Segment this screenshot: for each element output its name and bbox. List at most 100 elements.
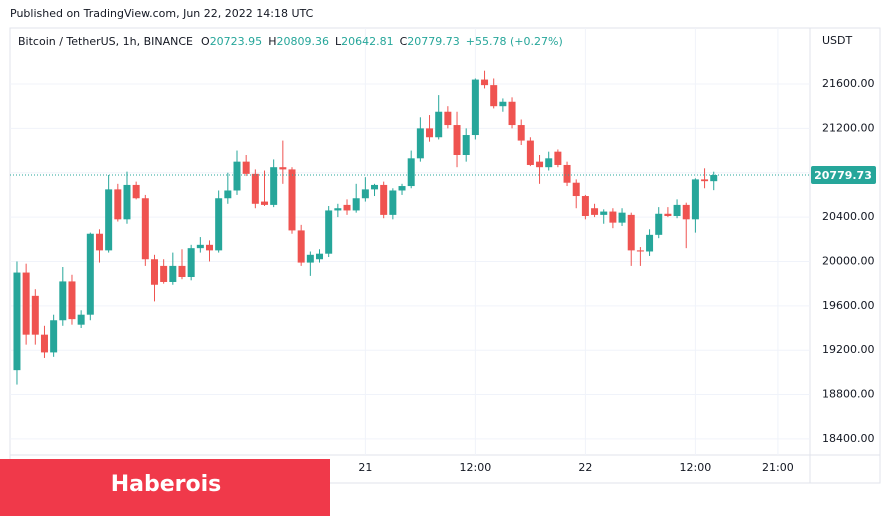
candle-body [691, 179, 699, 220]
candle-body [59, 281, 67, 321]
candle-body [462, 135, 470, 155]
header: Bitcoin / TetherUS, 1h, BINANCE O20723.95… [18, 35, 563, 48]
open-value: 20723.95 [210, 35, 263, 48]
candle-body [114, 189, 122, 220]
candle-body [701, 179, 709, 182]
candle-body [646, 234, 654, 252]
candle-body [682, 204, 690, 220]
candle-body [261, 201, 269, 205]
candle-body [499, 101, 507, 107]
candle-body [224, 190, 232, 199]
candle-body [481, 79, 489, 86]
candle-body [233, 161, 241, 191]
candle-body [352, 198, 360, 211]
candle-body [325, 210, 333, 254]
candle-body [416, 128, 424, 159]
candle-body [389, 190, 397, 215]
ohlc-letter: L [335, 35, 342, 48]
y-tick-label: 19600.00 [822, 299, 875, 312]
y-tick-label: 20000.00 [822, 254, 875, 267]
high-value: 20809.36 [276, 35, 329, 48]
y-tick-label: 19200.00 [822, 343, 875, 356]
banner [0, 459, 330, 516]
candle-body [288, 169, 296, 231]
x-tick-label: 21 [358, 461, 372, 474]
change-value: +55.78 (+0.27%) [466, 35, 563, 48]
candle-body [31, 295, 39, 335]
candle-body [664, 213, 672, 216]
candle-body [508, 101, 516, 126]
candle-body [242, 161, 250, 174]
candle-body [141, 198, 149, 260]
candle-body [563, 164, 571, 183]
candle-body [196, 244, 204, 249]
candle-body [334, 208, 342, 211]
candle-body [490, 85, 498, 107]
last-price-box [811, 165, 876, 184]
candle-body [22, 272, 30, 335]
candle-body [517, 125, 525, 141]
candle-body [536, 161, 544, 168]
candle-body [435, 111, 443, 138]
candles [10, 70, 810, 385]
candle-body [13, 272, 21, 371]
ohlc-letter: O [201, 35, 210, 48]
x-tick-label: 12:00 [460, 461, 492, 474]
candle-body [554, 151, 562, 165]
candle-body [150, 259, 158, 285]
candle-body [215, 198, 223, 251]
last-price-label: 20779.73 [814, 169, 872, 182]
candle-body [710, 174, 718, 182]
candle-body [169, 265, 177, 282]
x-tick-label: 12:00 [680, 461, 712, 474]
symbol-title: Bitcoin / TetherUS, 1h, BINANCE [18, 35, 193, 48]
candle-body [655, 213, 663, 235]
candle-body [444, 111, 452, 126]
y-tick-label: 20400.00 [822, 210, 875, 223]
y-tick-label: 18400.00 [822, 432, 875, 445]
y-axis-label: USDT [822, 34, 853, 47]
candle-body [426, 128, 434, 138]
candle-body [618, 212, 626, 223]
candle-body [371, 184, 379, 190]
candle-body [673, 204, 681, 216]
candle-body [636, 250, 644, 252]
candle-body [545, 158, 553, 168]
candle-body [591, 208, 599, 215]
candle-body [609, 211, 617, 223]
candle-body [343, 204, 351, 211]
candle-body [68, 281, 76, 320]
candle-body [105, 189, 113, 251]
candle-body [297, 230, 305, 263]
candle-body [205, 244, 213, 251]
candle-body [316, 253, 324, 260]
candle-body [178, 265, 186, 277]
candle-body [77, 314, 85, 325]
candle-body [270, 167, 278, 205]
ohlc-letter: H [268, 35, 276, 48]
candle-body [572, 182, 580, 197]
candle-body [407, 158, 415, 187]
candle-body [251, 173, 259, 204]
candle-body [306, 254, 314, 263]
ohlc-letter: C [400, 35, 408, 48]
candle-body [86, 233, 94, 315]
candle-body [526, 140, 534, 165]
y-tick-label: 18800.00 [822, 388, 875, 401]
candle-body [279, 167, 287, 170]
candle-body [600, 211, 608, 215]
x-tick-label: 21:00 [762, 461, 794, 474]
close-value: 20779.73 [407, 35, 460, 48]
candle-body [627, 214, 635, 251]
low-value: 20642.81 [341, 35, 394, 48]
candle-body [581, 196, 589, 216]
candle-body [132, 184, 140, 199]
published-note: Published on TradingView.com, Jun 22, 20… [10, 7, 314, 20]
candle-body [160, 265, 168, 282]
candle-body [40, 334, 48, 353]
y-tick-label: 21600.00 [822, 77, 875, 90]
candle-body [50, 320, 58, 353]
candle-body [187, 248, 195, 277]
